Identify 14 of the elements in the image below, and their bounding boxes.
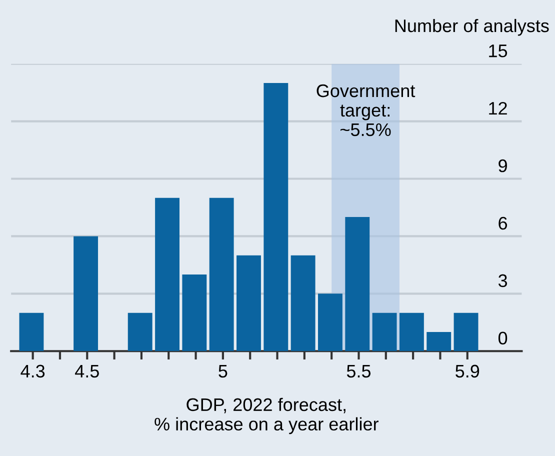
y-tick-label: 3: [498, 274, 508, 288]
x-axis-title: GDP, 2022 forecast, % increase on a year earlier: [154, 398, 379, 434]
x-tick-label: 5.9: [456, 364, 480, 378]
x-tick-label: 5: [218, 364, 228, 378]
x-tick-label: 4.5: [75, 364, 99, 378]
y-axis-title: Number of analysts: [395, 18, 549, 36]
x-tick-label: 4.3: [20, 364, 45, 378]
band-label: Government target: ~5.5%: [316, 84, 416, 136]
y-tick-label: 6: [498, 216, 508, 230]
y-tick-label: 0: [498, 332, 508, 345]
x-tick-label: 5.5: [346, 364, 371, 378]
y-tick-label: 9: [498, 159, 507, 172]
y-tick-label: 12: [489, 102, 507, 115]
y-tick-label: 15: [489, 44, 508, 58]
